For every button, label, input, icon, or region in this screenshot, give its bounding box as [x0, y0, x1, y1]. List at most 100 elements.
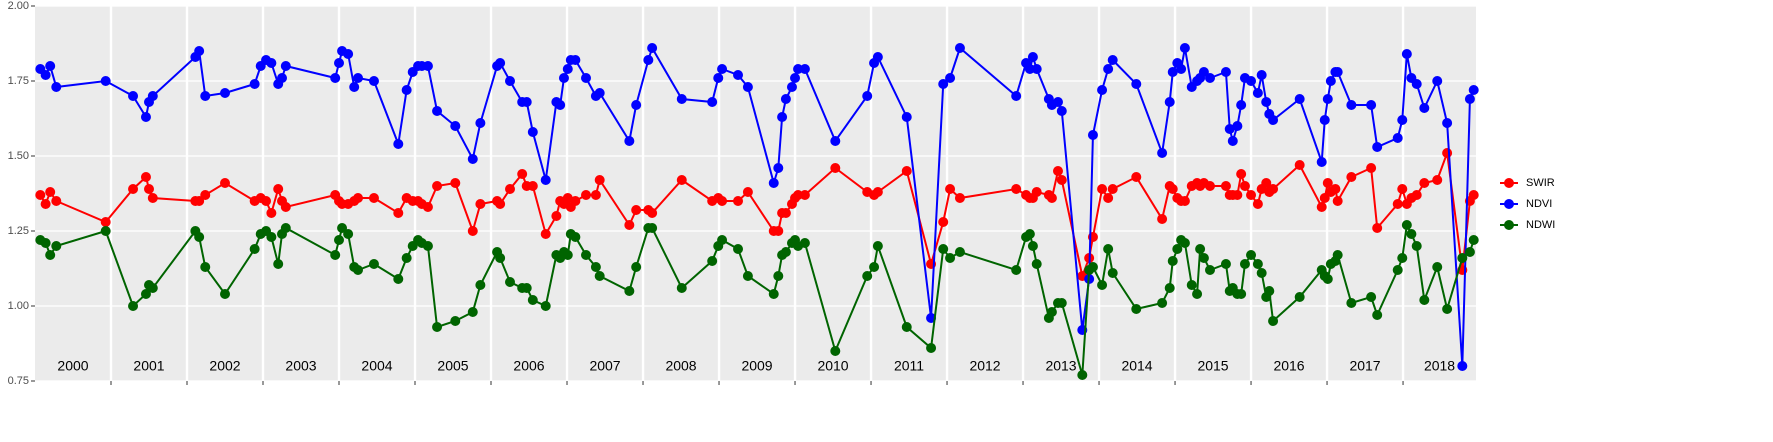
- year-label: 2008: [665, 358, 696, 374]
- point: [368, 76, 379, 86]
- point: [1268, 184, 1279, 194]
- point: [945, 253, 956, 263]
- point: [128, 91, 139, 101]
- point: [1204, 73, 1215, 83]
- year-label: 2006: [513, 358, 544, 374]
- point: [475, 118, 486, 128]
- point: [713, 73, 724, 83]
- point: [733, 244, 744, 254]
- year-label: 2007: [589, 358, 620, 374]
- point: [793, 190, 804, 200]
- point: [467, 154, 478, 164]
- point: [1294, 160, 1305, 170]
- y-tick-label: 1.00: [8, 300, 29, 312]
- point: [1419, 295, 1430, 305]
- point: [1198, 67, 1209, 77]
- point: [1256, 268, 1267, 278]
- legend-marker: [1504, 220, 1514, 230]
- point: [707, 97, 718, 107]
- point: [1392, 199, 1403, 209]
- point: [249, 79, 260, 89]
- point: [733, 70, 744, 80]
- point: [647, 208, 658, 218]
- point: [954, 43, 965, 53]
- point: [337, 223, 348, 233]
- point: [475, 199, 486, 209]
- point: [938, 244, 949, 254]
- point: [1220, 259, 1231, 269]
- point: [1392, 265, 1403, 275]
- point: [51, 82, 62, 92]
- point: [1246, 190, 1257, 200]
- point: [1464, 94, 1475, 104]
- point: [954, 247, 965, 257]
- point: [1322, 274, 1333, 284]
- point: [1261, 178, 1272, 188]
- point: [100, 226, 111, 236]
- point: [1401, 49, 1412, 59]
- point: [562, 193, 573, 203]
- point: [1372, 310, 1383, 320]
- point: [1107, 268, 1118, 278]
- y-tick-label: 0.75: [8, 375, 29, 387]
- point: [1131, 79, 1142, 89]
- point: [144, 184, 155, 194]
- point: [780, 94, 791, 104]
- point: [872, 52, 883, 62]
- point: [422, 241, 433, 251]
- point: [1319, 193, 1330, 203]
- point: [140, 172, 151, 182]
- year-label: 2004: [361, 358, 392, 374]
- point: [1077, 370, 1088, 380]
- point: [581, 73, 592, 83]
- point: [938, 79, 949, 89]
- point: [521, 97, 532, 107]
- point: [495, 199, 506, 209]
- point: [1107, 184, 1118, 194]
- point: [1406, 229, 1417, 239]
- point: [147, 91, 158, 101]
- legend-marker: [1504, 199, 1514, 209]
- point: [1442, 304, 1453, 314]
- point: [717, 64, 728, 74]
- point: [1372, 142, 1383, 152]
- series: [35, 220, 1479, 380]
- point: [1204, 181, 1215, 191]
- point: [1397, 253, 1408, 263]
- point: [624, 220, 635, 230]
- point: [51, 241, 62, 251]
- point: [1401, 220, 1412, 230]
- year-label: 2000: [57, 358, 88, 374]
- point: [45, 250, 56, 260]
- point: [1011, 91, 1022, 101]
- point: [1397, 115, 1408, 125]
- point: [1322, 94, 1333, 104]
- year-label: 2001: [133, 358, 164, 374]
- point: [676, 175, 687, 185]
- point: [249, 244, 260, 254]
- point: [594, 271, 605, 281]
- point: [40, 70, 51, 80]
- point: [273, 184, 284, 194]
- point: [1011, 265, 1022, 275]
- point: [280, 202, 291, 212]
- point: [1346, 172, 1357, 182]
- point: [368, 259, 379, 269]
- point: [830, 346, 841, 356]
- year-label: 2015: [1197, 358, 1228, 374]
- point: [450, 316, 461, 326]
- point: [1097, 184, 1108, 194]
- point: [872, 241, 883, 251]
- point: [1268, 316, 1279, 326]
- point: [594, 88, 605, 98]
- point: [1246, 250, 1257, 260]
- point: [570, 196, 581, 206]
- point: [220, 88, 231, 98]
- point: [643, 55, 654, 65]
- point: [353, 265, 364, 275]
- point: [742, 82, 753, 92]
- point: [1236, 100, 1247, 110]
- point: [1468, 235, 1479, 245]
- point: [1192, 289, 1203, 299]
- point: [140, 112, 151, 122]
